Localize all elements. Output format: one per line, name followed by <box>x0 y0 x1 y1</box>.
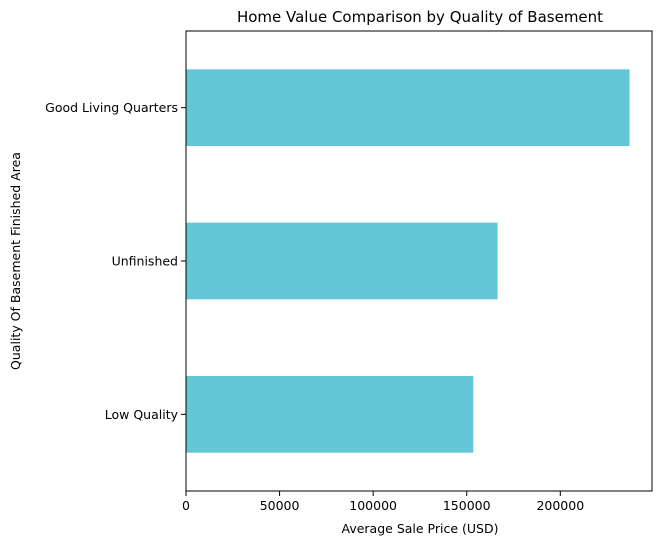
y-tick-label-1: Unfinished <box>112 254 178 269</box>
bar-2 <box>186 376 474 453</box>
axes-frame <box>185 30 653 492</box>
x-tick-label-1: 50000 <box>260 498 300 513</box>
plot-area: Good Living Quarters Unfinished Low Qualit… <box>45 30 653 513</box>
bar-1 <box>186 222 498 300</box>
x-tick-label-3: 150000 <box>443 498 491 513</box>
bar-0 <box>186 69 630 146</box>
y-tick-label-0: Good Living Quarters <box>45 100 178 115</box>
y-tick-label-2: Low Quality <box>105 407 179 422</box>
x-tick-label-4: 200000 <box>536 498 584 513</box>
y-axis-label: Quality Of Basement Finished Area <box>8 152 23 370</box>
x-axis-label: Average Sale Price (USD) <box>342 521 499 536</box>
chart-title: Home Value Comparison by Quality of Base… <box>237 8 603 26</box>
x-tick-label-2: 100000 <box>349 498 397 513</box>
x-tick-label-0: 0 <box>182 498 190 513</box>
